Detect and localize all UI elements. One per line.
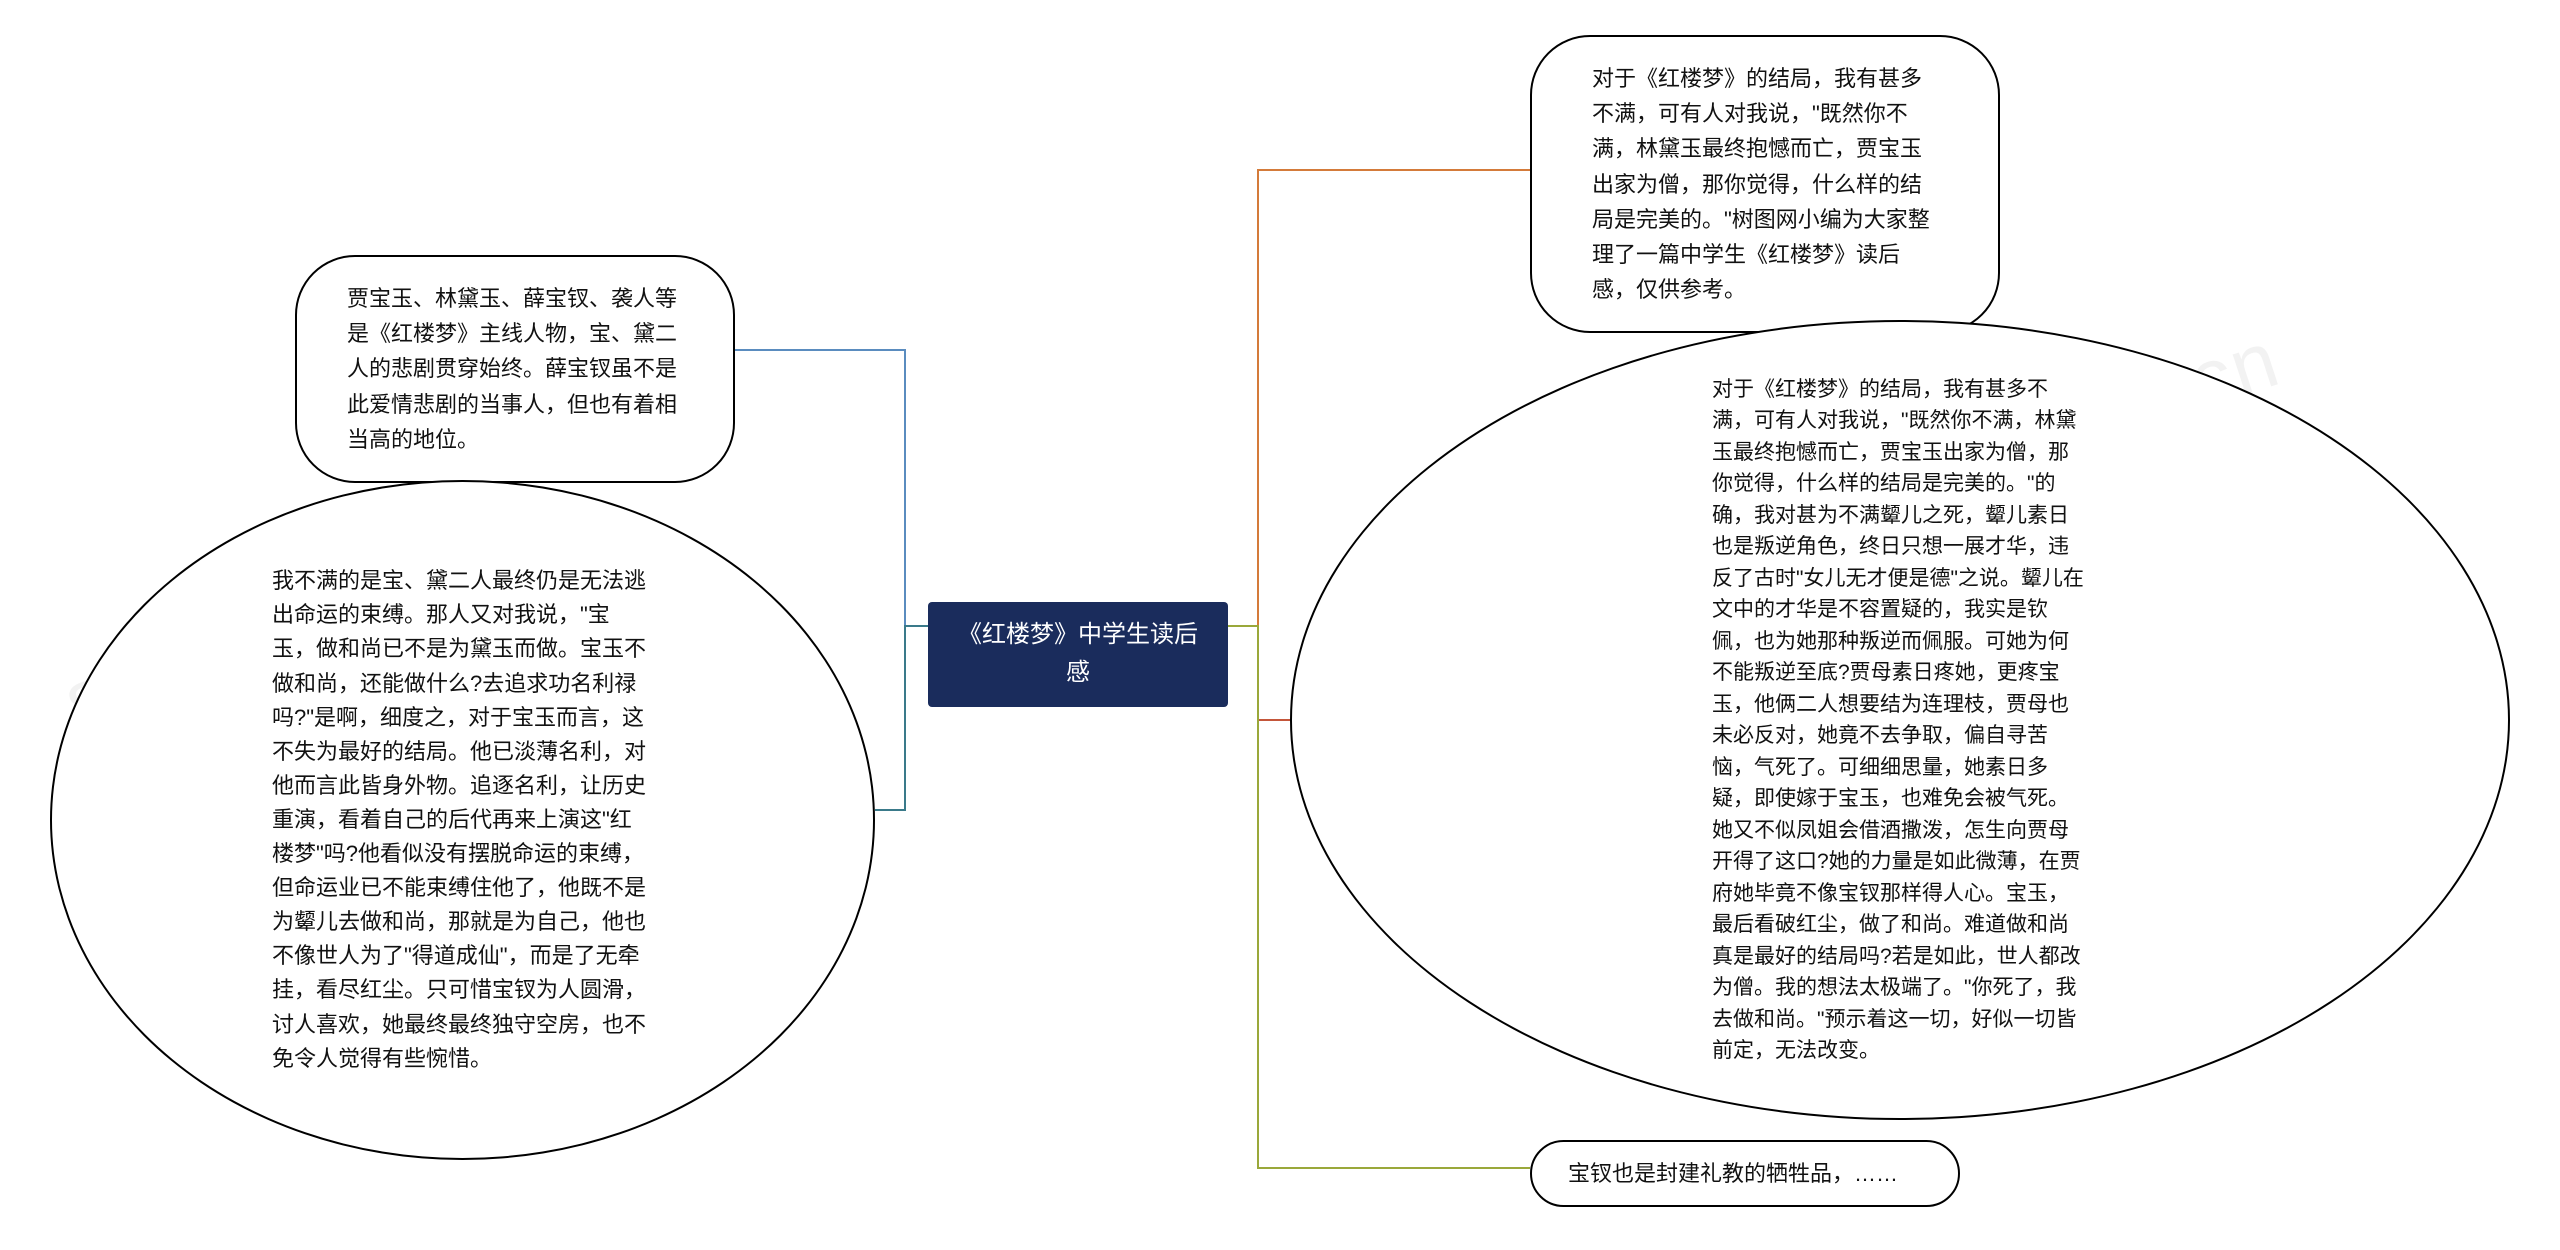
left-bottom-node: 我不满的是宝、黛二人最终仍是无法逃出命运的束缚。那人又对我说，"宝玉，做和尚已不… — [50, 480, 875, 1160]
right-middle-node: 对于《红楼梦》的结局，我有甚多不满，可有人对我说，"既然你不满，林黛玉最终抱憾而… — [1290, 320, 2510, 1120]
left-top-text: 贾宝玉、林黛玉、薛宝钗、袭人等是《红楼梦》主线人物，宝、黛二人的悲剧贯穿始终。薛… — [347, 281, 683, 457]
left-bottom-text: 我不满的是宝、黛二人最终仍是无法逃出命运的束缚。那人又对我说，"宝玉，做和尚已不… — [272, 564, 653, 1075]
right-middle-text: 对于《红楼梦》的结局，我有甚多不满，可有人对我说，"既然你不满，林黛玉最终抱憾而… — [1712, 374, 2088, 1067]
left-top-node: 贾宝玉、林黛玉、薛宝钗、袭人等是《红楼梦》主线人物，宝、黛二人的悲剧贯穿始终。薛… — [295, 255, 735, 483]
right-top-text: 对于《红楼梦》的结局，我有甚多不满，可有人对我说，"既然你不满，林黛玉最终抱憾而… — [1592, 61, 1938, 307]
right-bottom-node: 宝钗也是封建礼教的牺牲品，…… — [1530, 1140, 1960, 1207]
central-title: 《红楼梦》中学生读后感 — [958, 621, 1198, 686]
right-top-node: 对于《红楼梦》的结局，我有甚多不满，可有人对我说，"既然你不满，林黛玉最终抱憾而… — [1530, 35, 2000, 333]
right-bottom-text: 宝钗也是封建礼教的牺牲品，…… — [1568, 1156, 1922, 1191]
central-node: 《红楼梦》中学生读后感 — [928, 602, 1228, 707]
